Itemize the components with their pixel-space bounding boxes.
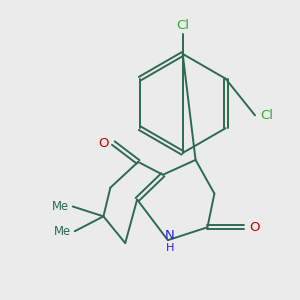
Text: O: O: [249, 221, 259, 234]
Text: Me: Me: [52, 200, 69, 213]
Text: Cl: Cl: [176, 19, 189, 32]
Text: O: O: [98, 136, 109, 150]
Text: N: N: [165, 229, 175, 242]
Text: H: H: [166, 243, 174, 253]
Text: Cl: Cl: [260, 109, 273, 122]
Text: Me: Me: [54, 225, 71, 238]
